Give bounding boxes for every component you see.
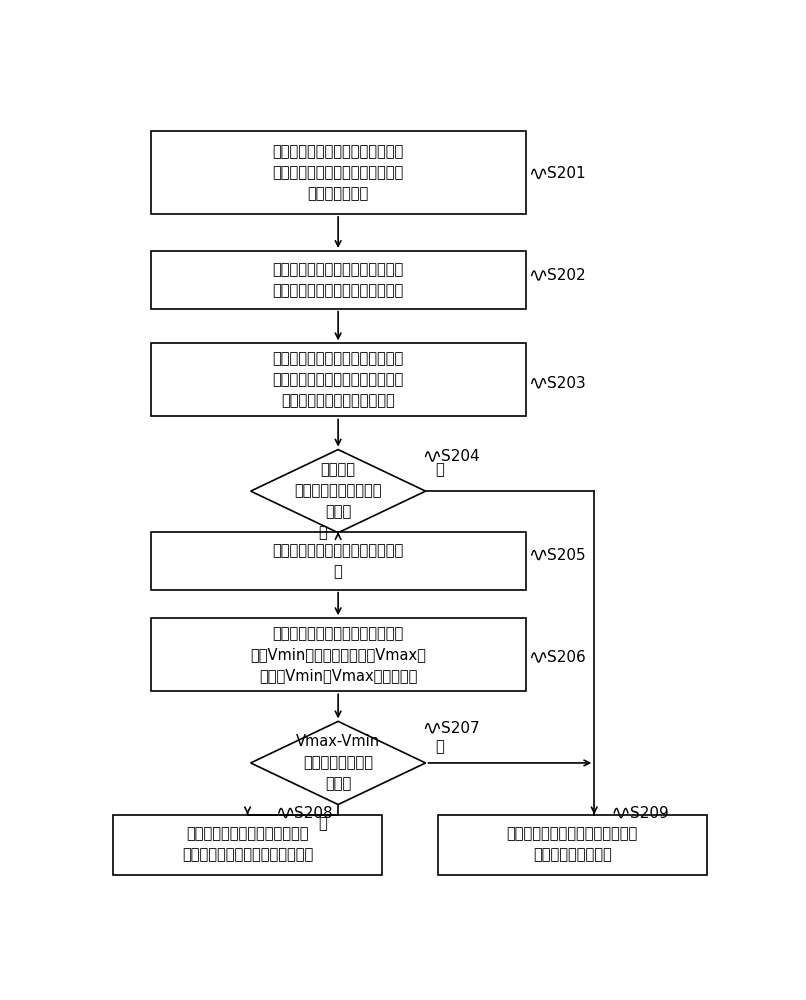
- FancyBboxPatch shape: [438, 815, 707, 875]
- Text: S202: S202: [547, 268, 586, 283]
- Text: 将多个所述电芯温度进行排序，得
到最低电芯温度以及最高电芯温度: 将多个所述电芯温度进行排序，得 到最低电芯温度以及最高电芯温度: [272, 262, 404, 298]
- Text: 是: 是: [318, 816, 327, 831]
- FancyBboxPatch shape: [151, 131, 526, 214]
- Text: 确定所述热失控报警非误报警，控
制电池模组停止工作: 确定所述热失控报警非误报警，控 制电池模组停止工作: [507, 827, 638, 863]
- Polygon shape: [251, 721, 426, 805]
- Text: Vmax-Vmin
的值处于电压安全
阈值内: Vmax-Vmin 的值处于电压安全 阈值内: [296, 734, 380, 791]
- FancyBboxPatch shape: [151, 618, 526, 691]
- FancyBboxPatch shape: [151, 532, 526, 590]
- Text: S206: S206: [547, 650, 586, 665]
- FancyBboxPatch shape: [151, 343, 526, 416]
- Text: 该多个温
度差值均小于预设的温
度阈值: 该多个温 度差值均小于预设的温 度阈值: [294, 463, 382, 520]
- Text: 否: 否: [435, 739, 443, 754]
- FancyBboxPatch shape: [151, 251, 526, 309]
- Text: 响应于接收到热失控报警，获取电
池模组内多个子模组当前的电芯温
度以及电芯电压: 响应于接收到热失控报警，获取电 池模组内多个子模组当前的电芯温 度以及电芯电压: [272, 144, 404, 201]
- Text: S203: S203: [547, 376, 586, 391]
- Text: S207: S207: [441, 721, 480, 736]
- Polygon shape: [251, 450, 426, 533]
- FancyBboxPatch shape: [113, 815, 382, 875]
- Text: 确定所述电池模组未发生热传导现
象: 确定所述电池模组未发生热传导现 象: [272, 543, 404, 579]
- Text: S208: S208: [294, 806, 333, 820]
- Text: S205: S205: [547, 548, 586, 563]
- Text: 是: 是: [318, 525, 327, 540]
- Text: 将多个电芯电压排序得到最低电芯
电压Vmin以及最高电芯电压Vmax，
并计算Vmin与Vmax之间的差值: 将多个电芯电压排序得到最低电芯 电压Vmin以及最高电芯电压Vmax， 并计算V…: [250, 626, 426, 683]
- Text: 否: 否: [435, 462, 443, 477]
- Text: 计算最低电芯温度与除最高电芯温
度以外的其他每一所述电芯温度之
间的差值，得到多个温度差值: 计算最低电芯温度与除最高电芯温 度以外的其他每一所述电芯温度之 间的差值，得到多…: [272, 351, 404, 408]
- Text: S209: S209: [629, 806, 669, 820]
- Text: S201: S201: [547, 166, 586, 181]
- Text: 确定所述电池模组不存在电压异
常，确定所述热失控报警为误报警: 确定所述电池模组不存在电压异 常，确定所述热失控报警为误报警: [182, 827, 314, 863]
- Text: S204: S204: [441, 449, 480, 464]
